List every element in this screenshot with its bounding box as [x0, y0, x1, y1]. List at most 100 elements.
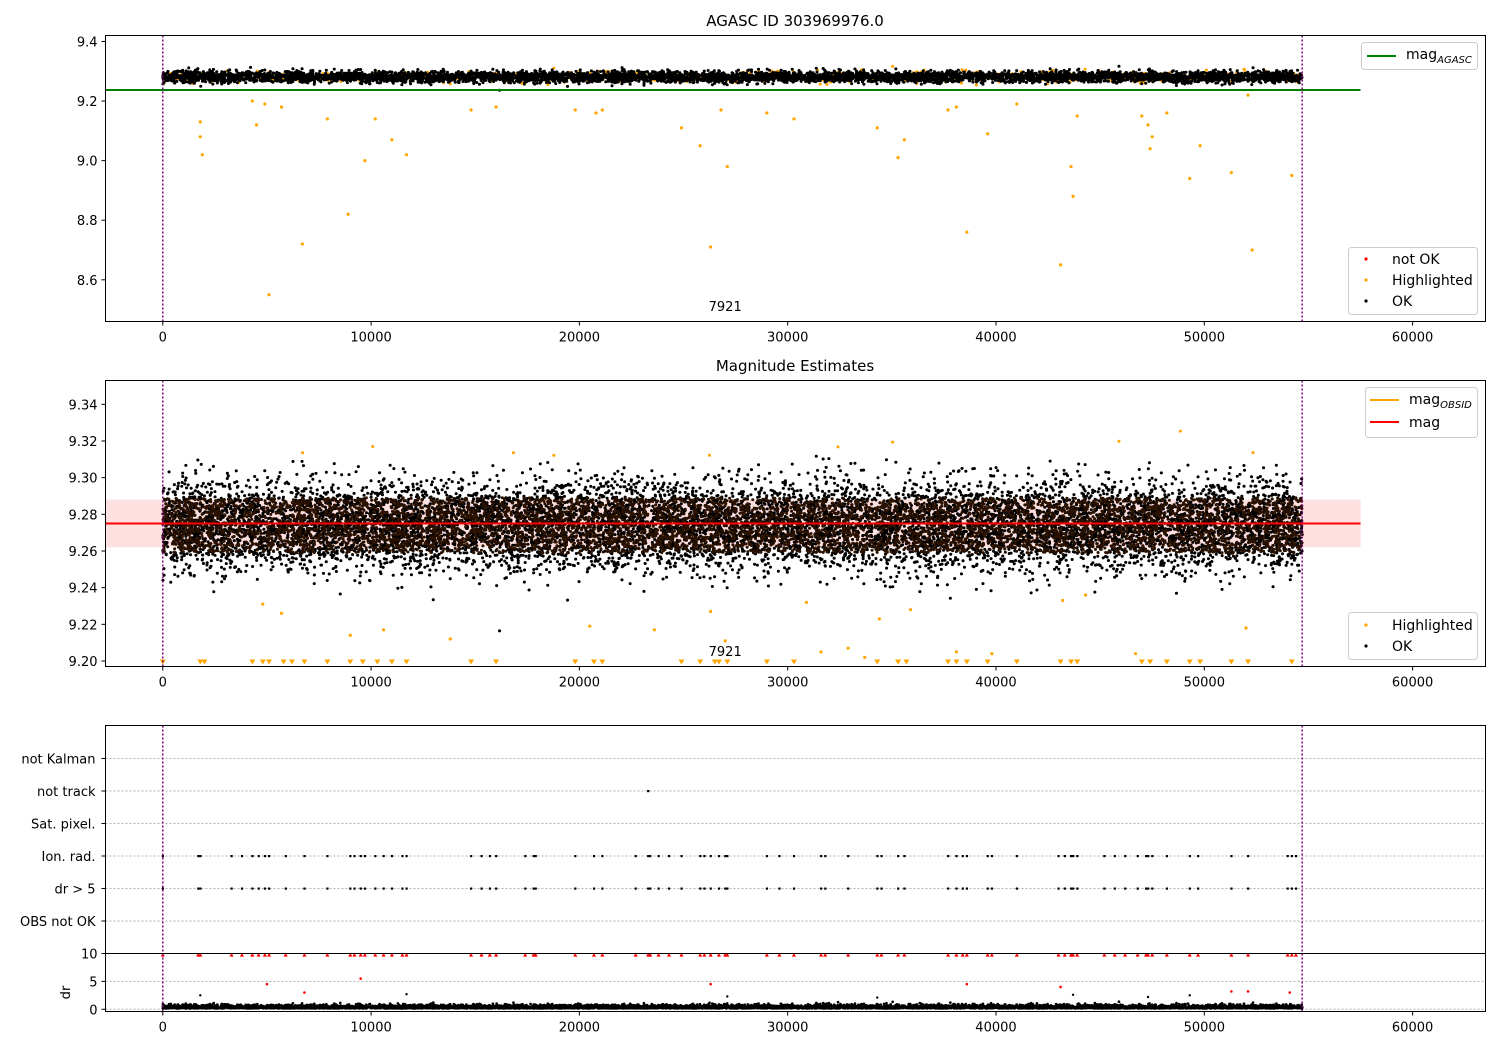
- dr-clipped-marker: [1146, 952, 1151, 957]
- dr-point-not-ok: [709, 982, 712, 986]
- flag-event-marker: [647, 790, 650, 793]
- flag-event-marker: [199, 887, 202, 890]
- x-tick-label: 10000: [350, 676, 391, 691]
- dr-clipped-marker: [1071, 952, 1076, 957]
- dr-clipped-marker: [600, 952, 605, 957]
- outlier-point: [908, 608, 913, 612]
- outlier-point: [1198, 144, 1202, 148]
- flag-event-marker: [257, 887, 260, 890]
- below-range-marker: [953, 659, 960, 665]
- outlier-point: [679, 126, 684, 130]
- flag-event-marker: [263, 887, 267, 890]
- legend-highlighted-label-2: Highlighted: [1392, 618, 1473, 634]
- dr-points-ok: [161, 1000, 1304, 1010]
- x-tick-label: 60000: [1392, 1021, 1433, 1036]
- panel-mag-legend-lines: magOBSID mag: [1365, 387, 1478, 438]
- outlier-point: [1246, 93, 1250, 97]
- below-range-marker: [347, 659, 354, 665]
- flag-event-marker: [268, 855, 271, 858]
- flag-event-marker: [1113, 855, 1116, 858]
- flag-event-marker: [1230, 887, 1233, 890]
- flag-event-marker: [709, 887, 712, 890]
- outlier-point: [1083, 593, 1088, 597]
- outlier-point: [986, 132, 990, 136]
- dr-clipped-marker: [262, 952, 267, 957]
- flag-event-marker: [284, 855, 287, 858]
- dr-clipped-marker: [389, 952, 394, 957]
- flag-row-label: dr > 5: [54, 883, 95, 898]
- x-tick-label: 10000: [350, 331, 391, 346]
- dr-clipped-marker: [656, 952, 661, 957]
- data-points-highlighted: [301, 429, 1255, 457]
- flag-event-marker: [268, 887, 271, 890]
- flag-event-marker: [824, 855, 827, 858]
- flag-event-marker: [284, 887, 287, 890]
- flag-event-marker: [1057, 887, 1060, 890]
- dr-clipped-marker: [725, 952, 730, 957]
- flag-event-marker: [263, 855, 267, 858]
- dr-point-not-ok: [1288, 991, 1291, 994]
- flag-event-marker: [667, 887, 671, 890]
- flag-event-marker: [1188, 855, 1191, 858]
- dr-clipped-marker: [373, 952, 378, 957]
- data-points-ok: [161, 64, 1304, 92]
- flag-event-marker: [820, 855, 823, 858]
- y-tick-label: 8.8: [77, 214, 98, 229]
- dr-point-not-ok: [1230, 990, 1233, 993]
- outlier-point: [709, 245, 713, 249]
- y-tick-label: 0: [89, 1003, 97, 1018]
- flag-event-marker: [534, 887, 537, 890]
- y-tick-label: 9.24: [69, 582, 98, 597]
- outlier-point: [300, 242, 304, 246]
- dr-clipped-marker: [1014, 952, 1019, 957]
- y-tick-label: 9.28: [69, 508, 98, 523]
- dr-clipped-marker: [1056, 952, 1061, 957]
- dr-clipped-marker: [400, 952, 405, 957]
- flag-event-marker: [488, 887, 492, 890]
- outlier-point: [348, 633, 352, 637]
- outlier-point: [902, 138, 906, 142]
- flag-event-marker: [1015, 855, 1019, 858]
- dr-clipped-marker: [1196, 952, 1201, 957]
- below-range-marker: [403, 659, 410, 665]
- dr-clipped-marker: [702, 952, 707, 957]
- below-range-marker: [572, 659, 579, 665]
- flag-row-label: not Kalman: [21, 753, 95, 768]
- flag-event-marker: [965, 887, 969, 890]
- flag-event-marker: [197, 887, 200, 890]
- flag-event-marker: [990, 887, 994, 890]
- outlier-point: [765, 111, 769, 115]
- flag-event-marker: [1197, 855, 1200, 858]
- flag-event-marker: [534, 855, 537, 858]
- flag-event-marker: [717, 855, 721, 858]
- outlier-point: [1140, 114, 1144, 118]
- below-range-marker: [1138, 659, 1145, 665]
- panel-agasc-title: AGASC ID 303969976.0: [706, 12, 884, 30]
- flag-event-marker: [986, 855, 989, 858]
- x-tick-label: 0: [159, 331, 167, 346]
- flag-event-marker: [1290, 887, 1293, 890]
- flag-event-marker: [353, 855, 356, 858]
- flag-event-marker: [709, 855, 712, 858]
- dr-clipped-marker: [352, 952, 357, 957]
- outlier-point: [1015, 102, 1019, 106]
- panel-agasc-obsid-label: 7921: [709, 300, 742, 315]
- flag-event-marker: [1144, 887, 1148, 890]
- dr-clipped-marker: [902, 952, 907, 957]
- outlier-point: [846, 646, 850, 650]
- flag-event-marker: [401, 887, 404, 890]
- flag-event-marker: [405, 855, 408, 858]
- x-tick-label: 40000: [975, 676, 1016, 691]
- dr-clipped-marker: [362, 952, 367, 957]
- flag-event-marker: [1076, 855, 1079, 858]
- outlier-point: [990, 652, 994, 656]
- flag-event-marker: [897, 887, 900, 890]
- below-range-marker: [874, 659, 881, 665]
- flag-event-marker: [680, 855, 683, 858]
- flag-event-marker: [1069, 855, 1073, 858]
- flag-event-marker: [765, 887, 769, 890]
- flag-event-marker: [1147, 887, 1150, 890]
- flag-event-marker: [405, 887, 408, 890]
- flag-event-marker: [820, 887, 823, 890]
